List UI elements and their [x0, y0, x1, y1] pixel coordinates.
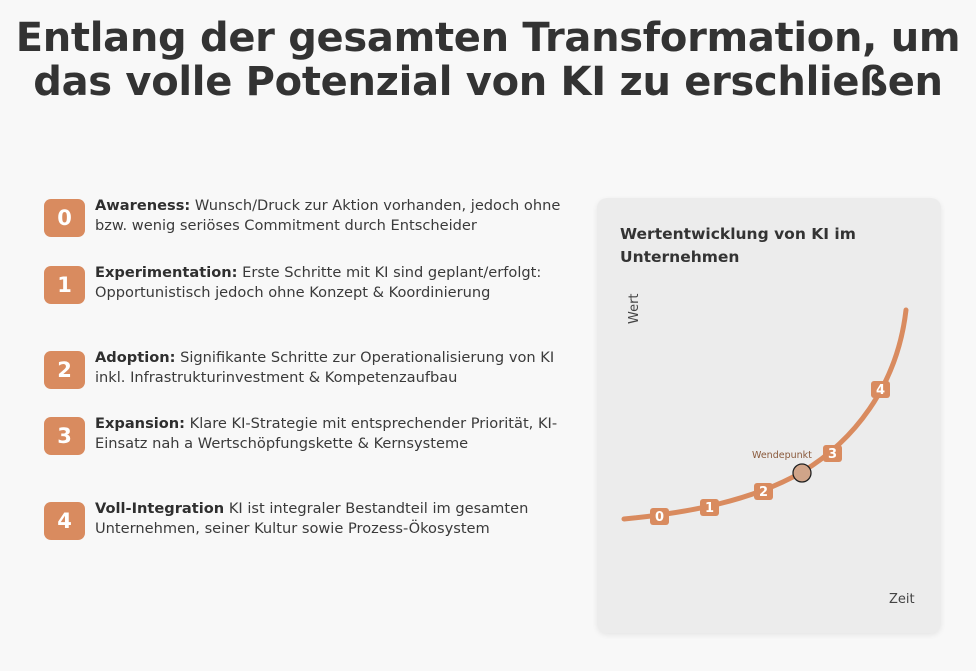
curve-marker-label: 3 — [828, 447, 837, 462]
page-title: Entlang der gesamten Transformation, um … — [0, 16, 976, 104]
inflection-point — [792, 463, 812, 483]
curve-marker-label: 2 — [759, 485, 768, 500]
curve-marker-label: 0 — [655, 510, 664, 525]
stage-title: Experimentation: — [95, 264, 238, 281]
curve-marker-1: 1 — [700, 499, 719, 516]
curve-marker-box — [871, 381, 890, 398]
stage-title: Expansion: — [95, 415, 186, 432]
curve-marker-2: 2 — [754, 483, 773, 500]
stage-description: Erste Schritte mit KI sind geplant/erfol… — [95, 264, 542, 301]
value-chart-card: Wertentwicklung von KI im Unternehmen We… — [597, 198, 941, 633]
curve-marker-0: 0 — [650, 508, 669, 525]
curve-marker-box — [700, 499, 719, 516]
stage-badge: 2 — [44, 351, 85, 389]
chart-title: Wertentwicklung von KI im Unternehmen — [620, 225, 856, 266]
stage-badge: 3 — [44, 417, 85, 455]
curve-marker-box — [650, 508, 669, 525]
stage-number: 2 — [57, 358, 72, 382]
value-curve-chart: Wert Zeit Wendepunkt 0 1 2 3 4 — [621, 293, 915, 607]
curve-marker-label: 1 — [705, 501, 714, 516]
stage-text: Adoption: Signifikante Schritte zur Oper… — [95, 348, 565, 388]
curve-marker-box — [823, 445, 842, 462]
stage-number: 3 — [57, 424, 72, 448]
stage-text: Voll-Integration KI ist integraler Besta… — [95, 499, 565, 539]
stage-description: Wunsch/Druck zur Aktion vorhanden, jedoc… — [95, 197, 561, 234]
stage-number: 4 — [57, 509, 72, 533]
curve-marker-3: 3 — [823, 445, 842, 462]
stage-title: Adoption: — [95, 349, 176, 366]
y-axis-label: Wert — [627, 293, 642, 324]
curve-marker-4: 4 — [871, 381, 890, 398]
stage-text: Awareness: Wunsch/Druck zur Aktion vorha… — [95, 196, 565, 236]
inflection-label: Wendepunkt — [752, 450, 812, 461]
stage-number: 0 — [57, 206, 72, 230]
stage-description: Klare KI-Strategie mit entsprechender Pr… — [95, 415, 558, 452]
stage-title: Awareness: — [95, 197, 191, 214]
stage-text: Experimentation: Erste Schritte mit KI s… — [95, 263, 565, 303]
stage-number: 1 — [57, 273, 72, 297]
page-title-line-2: das volle Potenzial von KI zu erschließe… — [33, 59, 943, 105]
stage-badge: 0 — [44, 199, 85, 237]
stage-badge: 1 — [44, 266, 85, 304]
stage-title: Voll-Integration — [95, 500, 225, 517]
curve-marker-label: 4 — [876, 383, 885, 398]
curve-marker-box — [754, 483, 773, 500]
stage-badge: 4 — [44, 502, 85, 540]
page-title-line-1: Entlang der gesamten Transformation, um — [15, 15, 961, 61]
stage-description: KI ist integraler Bestandteil im gesamte… — [95, 500, 529, 537]
stage-description: Signifikante Schritte zur Operationalisi… — [95, 349, 555, 386]
stage-text: Expansion: Klare KI-Strategie mit entspr… — [95, 414, 565, 454]
x-axis-label: Zeit — [889, 592, 915, 607]
